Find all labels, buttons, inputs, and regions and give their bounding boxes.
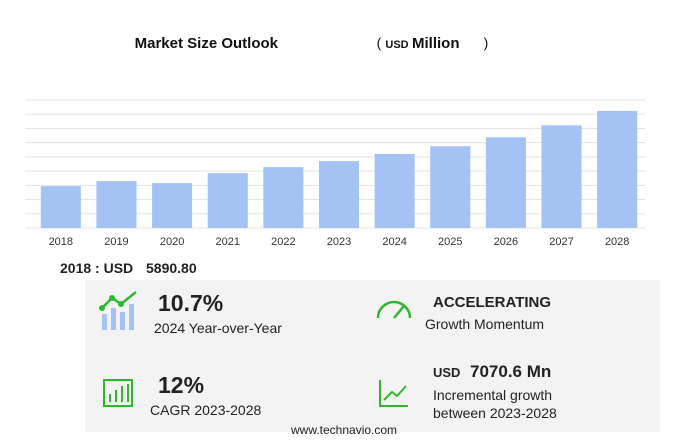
base-value: 5890.80 bbox=[146, 260, 197, 276]
unit-name: Million bbox=[412, 35, 460, 52]
footer: www.technavio.com bbox=[291, 423, 398, 437]
incr-icon bbox=[379, 380, 408, 407]
unit-open: ( bbox=[377, 35, 382, 51]
x-tick-label: 2026 bbox=[494, 236, 518, 248]
x-tick-label: 2019 bbox=[104, 236, 128, 248]
bar bbox=[263, 167, 304, 228]
chart-title: Market Size Outlook bbox=[135, 35, 279, 52]
x-tick-label: 2025 bbox=[438, 236, 462, 248]
incr-currency: USD bbox=[433, 365, 461, 380]
base-label: 2018 : USD bbox=[60, 260, 134, 276]
bar bbox=[96, 181, 137, 228]
bar bbox=[40, 186, 81, 228]
yoy-value: 10.7% bbox=[158, 290, 224, 316]
x-tick-label: 2024 bbox=[382, 236, 406, 248]
bar bbox=[430, 146, 471, 228]
x-tick-label: 2028 bbox=[605, 236, 629, 248]
bar bbox=[152, 183, 193, 228]
x-tick-label: 2020 bbox=[160, 236, 184, 248]
momentum-value: ACCELERATING bbox=[433, 294, 552, 311]
yoy-label: 2024 Year-over-Year bbox=[154, 320, 282, 336]
unit-close: ) bbox=[484, 35, 489, 51]
cagr-label: CAGR 2023-2028 bbox=[150, 402, 262, 418]
x-tick-label: 2027 bbox=[549, 236, 573, 248]
bar bbox=[207, 173, 248, 228]
bar bbox=[485, 137, 526, 228]
x-tick-label: 2021 bbox=[215, 236, 239, 248]
unit-currency: USD bbox=[385, 39, 408, 51]
gauge-icon bbox=[376, 300, 412, 319]
incr-label: Incremental growth bbox=[433, 387, 553, 403]
incr-label: between 2023-2028 bbox=[433, 405, 557, 421]
cagr-value: 12% bbox=[158, 372, 205, 398]
x-tick-label: 2018 bbox=[49, 236, 73, 248]
stats-panel bbox=[85, 280, 660, 432]
bar bbox=[374, 154, 415, 228]
chart: Market Size Outlook ( USD Million ) 2018… bbox=[25, 35, 645, 248]
yoy-icon bbox=[99, 291, 137, 330]
momentum-label: Growth Momentum bbox=[425, 316, 545, 332]
cagr-icon bbox=[103, 379, 133, 407]
x-tick-label: 2023 bbox=[327, 236, 351, 248]
x-tick-label: 2022 bbox=[271, 236, 295, 248]
bar bbox=[318, 161, 360, 228]
bar bbox=[541, 125, 582, 228]
bar bbox=[597, 110, 638, 228]
incr-value: 7070.6 Mn bbox=[470, 362, 552, 381]
